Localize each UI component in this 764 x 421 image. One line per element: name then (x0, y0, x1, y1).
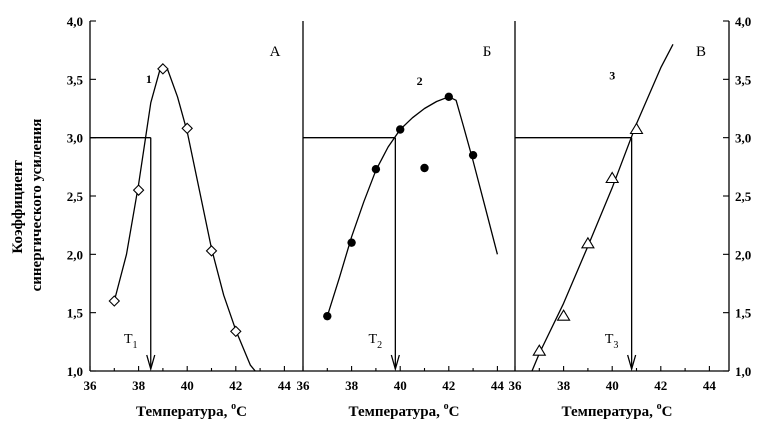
data-point (323, 311, 332, 321)
x-tick-label: 36 (84, 378, 98, 393)
y-tick-label-left: 2,0 (67, 247, 83, 262)
temperature-marker-arrow (146, 354, 156, 372)
x-tick-label: 44 (703, 378, 717, 393)
data-point (347, 238, 356, 247)
temperature-marker-subscript: 2 (377, 340, 382, 351)
panel-label: В (696, 44, 706, 60)
axes-frame: 1,0 1,0 1,5 1,5 2,0 2,0 2,5 2,5 3,0 3,0 3,5 3,5 4,0 4… (67, 14, 752, 379)
x-tick-label: 38 (345, 378, 359, 393)
x-axis-label-text: Температура, (349, 404, 444, 420)
data-point (556, 309, 571, 321)
x-axis-label: Температура, oС (562, 401, 673, 420)
x-tick-label: 40 (606, 378, 619, 393)
temperature-marker-subscript: 3 (613, 340, 618, 351)
x-axis-label-degree: o (231, 401, 236, 412)
data-point (230, 325, 242, 338)
x-axis-label-unit: С (449, 404, 460, 420)
data-point (205, 245, 218, 257)
curve-label: 3 (609, 68, 615, 82)
temperature-marker-letter: T (124, 332, 133, 347)
x-tick-label: 36 (297, 378, 311, 393)
y-tick-label-left: 1,5 (67, 306, 84, 321)
y-tick-label-left: 4,0 (67, 14, 83, 29)
temperature-marker-label: T1 (124, 332, 138, 351)
y-tick-label-right: 2,5 (735, 189, 752, 204)
y-tick-label-right: 1,5 (735, 306, 752, 321)
x-axis-label-unit: С (236, 404, 247, 420)
y-tick-label-left: 2,5 (67, 189, 84, 204)
temperature-marker-label: T2 (369, 332, 383, 351)
temperature-marker-subscript: 1 (133, 340, 138, 351)
data-point (396, 125, 405, 134)
x-tick-label: 44 (278, 378, 292, 393)
data-point (444, 92, 453, 102)
data-point (371, 164, 381, 174)
temperature-marker-arrow (390, 354, 400, 372)
curve-label: 2 (417, 74, 423, 88)
y-axis-label: Коэффициент синергического усиления (10, 119, 45, 292)
x-tick-label: 42 (442, 378, 455, 393)
temperature-marker-letter: T (369, 332, 378, 347)
y-tick-label-right: 4,0 (735, 14, 751, 29)
x-tick-label: 38 (132, 378, 146, 393)
data-point (181, 122, 193, 135)
curve-label: 1 (146, 72, 152, 86)
y-tick-label-left: 3,0 (67, 131, 83, 146)
temperature-marker-label: T3 (605, 332, 619, 351)
data-point (532, 344, 547, 356)
data-point (605, 171, 620, 184)
panel-label: Б (483, 44, 492, 60)
data-point (629, 122, 644, 135)
x-tick-label: 38 (557, 378, 571, 393)
fit-curve (113, 67, 256, 372)
y-tick-label-right: 3,5 (735, 72, 752, 87)
data-point (157, 63, 169, 75)
data-point (580, 236, 595, 249)
fit-curve (326, 96, 499, 317)
fit-curve (531, 43, 674, 372)
x-axis-label-text: Температура, (562, 404, 657, 420)
panel-label: А (270, 44, 281, 60)
x-tick-label: 42 (654, 378, 667, 393)
temperature-marker-arrow (627, 354, 637, 372)
y-tick-label-right: 2,0 (735, 247, 751, 262)
x-axis-label: Температура, oС (349, 401, 460, 420)
x-tick-label: 36 (509, 378, 523, 393)
data-point (468, 150, 478, 160)
y-tick-label-right: 1,0 (735, 364, 751, 379)
x-axis-label-degree: o (657, 401, 662, 412)
data-point (420, 163, 429, 173)
y-axis-label-line-2: синергического усиления (29, 119, 45, 292)
x-tick-label: 42 (229, 378, 242, 393)
x-tick-label: 40 (394, 378, 407, 393)
data-point (108, 295, 121, 307)
x-axis-label-unit: С (662, 404, 673, 420)
x-tick-label: 40 (181, 378, 194, 393)
x-axis-label-degree: o (444, 401, 449, 412)
y-axis-label-line-1: Коэффициент (10, 159, 26, 253)
x-axis-label: Температура, oС (136, 401, 247, 420)
x-axis-label-text: Температура, (136, 404, 231, 420)
y-tick-label-left: 1,0 (67, 364, 83, 379)
y-tick-label-right: 3,0 (735, 131, 751, 146)
x-tick-label: 44 (491, 378, 505, 393)
temperature-marker-letter: T (605, 332, 614, 347)
y-tick-label-left: 3,5 (67, 72, 84, 87)
data-point (132, 184, 145, 196)
